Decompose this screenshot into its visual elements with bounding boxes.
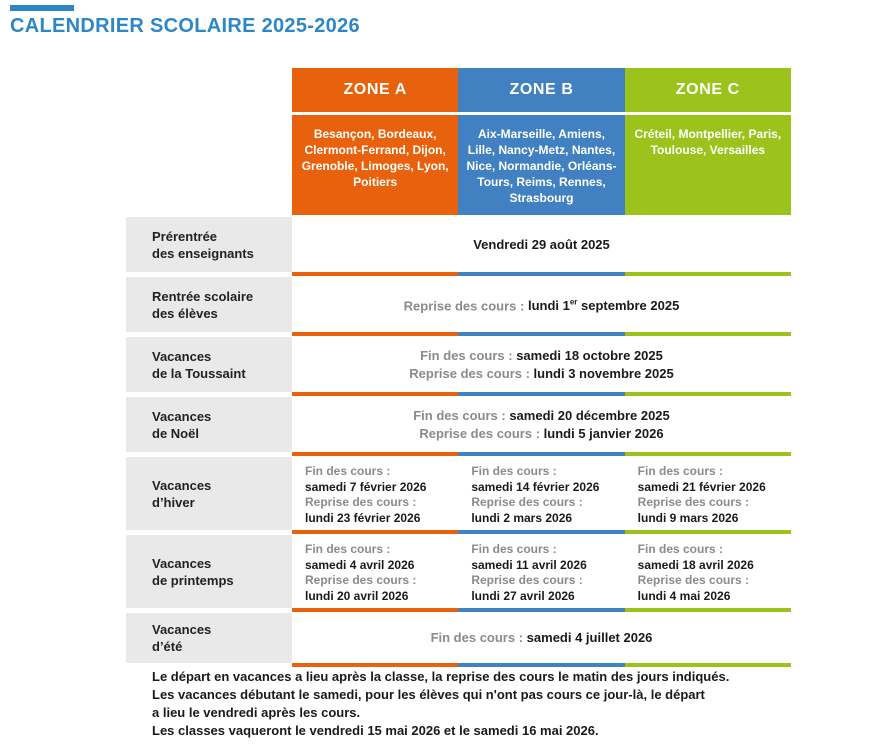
row-label-line: de Noël: [152, 425, 199, 441]
row-printemps-zone-b: Fin des cours : samedi 11 avril 2026 Rep…: [471, 542, 587, 603]
row-noel: Vacances de Noël Fin des cours : samedi …: [126, 397, 791, 456]
row-printemps-label: Vacances de printemps: [126, 535, 292, 608]
row-label-line: d’hiver: [152, 494, 195, 510]
row-label-line: d’été: [152, 639, 183, 654]
reprise-label: Reprise des cours :: [409, 365, 530, 381]
footer-line: Les classes vaqueront le vendredi 15 mai…: [152, 723, 599, 738]
zone-separator-bar: [292, 608, 791, 612]
row-label-line: des enseignants: [152, 245, 254, 261]
row-rentree-content: Reprise des cours : lundi 1er septembre …: [292, 277, 791, 336]
zone-separator-bar: [292, 663, 791, 667]
fin-label: Fin des cours :: [413, 407, 506, 423]
row-toussaint-content: Fin des cours : samedi 18 octobre 2025 R…: [292, 337, 791, 396]
page-title: CALENDRIER SCOLAIRE 2025-2026: [10, 15, 360, 37]
date-value: samedi 20 décembre 2025: [509, 407, 670, 423]
reprise-label: Reprise des cours :: [403, 298, 525, 314]
footer-line: Les vacances débutant le samedi, pour le…: [152, 687, 705, 702]
row-printemps: Vacances de printemps Fin des cours : sa…: [126, 535, 791, 612]
zone-separator-bar: [292, 530, 791, 534]
date-value: lundi 1er septembre 2025: [527, 297, 680, 314]
row-hiver: Vacances d’hiver Fin des cours : samedi …: [126, 457, 791, 534]
footer-line: Le départ en vacances a lieu après la cl…: [152, 669, 730, 684]
row-label-line: Prérentrée: [152, 228, 218, 244]
date-value: lundi 5 janvier 2026: [543, 425, 664, 441]
cities-spacer: [126, 115, 292, 215]
row-prerentree-content: Vendredi 29 août 2025: [292, 217, 791, 276]
fin-label: Fin des cours :: [420, 347, 513, 363]
calendar-table: ZONE A ZONE B ZONE C Besançon, Bordeaux,…: [126, 68, 791, 668]
row-toussaint: Vacances de la Toussaint Fin des cours :…: [126, 337, 791, 396]
zone-c-cities: Créteil, Montpellier, Paris, Toulouse, V…: [624, 115, 791, 215]
row-ete-label: Vacances d’été: [126, 613, 292, 663]
row-toussaint-label: Vacances de la Toussaint: [126, 337, 292, 392]
row-noel-label: Vacances de Noël: [126, 397, 292, 452]
row-ete: Vacances d’été Fin des cours : samedi 4 …: [126, 613, 791, 667]
row-hiver-zone-c: Fin des cours : samedi 21 février 2026 R…: [637, 464, 766, 525]
zone-separator-bar: [292, 272, 791, 276]
zone-separator-bar: [292, 332, 791, 336]
reprise-label: Reprise des cours :: [419, 425, 541, 441]
row-hiver-content: Fin des cours : samedi 7 février 2026 Re…: [292, 457, 791, 534]
row-label-line: Vacances: [152, 348, 212, 364]
date-value: samedi 18 octobre 2025: [516, 347, 663, 363]
row-noel-content: Fin des cours : samedi 20 décembre 2025 …: [292, 397, 791, 456]
header-spacer: [126, 68, 292, 112]
date-value: Vendredi 29 août 2025: [473, 236, 610, 252]
row-rentree-label: Rentrée scolaire des élèves: [126, 277, 292, 332]
row-hiver-zone-b: Fin des cours : samedi 14 février 2026 R…: [471, 464, 600, 525]
row-label-line: Vacances: [152, 477, 212, 493]
row-label-line: Vacances: [152, 408, 212, 424]
zone-a-cities: Besançon, Bordeaux, Clermont-Ferrand, Di…: [292, 115, 459, 215]
row-printemps-zone-c: Fin des cours : samedi 18 avril 2026 Rep…: [637, 542, 754, 603]
zone-a-header: ZONE A: [292, 68, 459, 112]
fin-label: Fin des cours :: [430, 630, 524, 645]
zone-header-row: ZONE A ZONE B ZONE C: [126, 68, 791, 112]
row-label-line: de la Toussaint: [152, 365, 246, 381]
row-rentree: Rentrée scolaire des élèves Reprise des …: [126, 277, 791, 336]
zone-separator-bar: [292, 392, 791, 396]
row-prerentree: Prérentrée des enseignants Vendredi 29 a…: [126, 217, 791, 276]
footer-line: a lieu le vendredi après les cours.: [152, 705, 361, 720]
zone-cities-row: Besançon, Bordeaux, Clermont-Ferrand, Di…: [126, 115, 791, 215]
row-label-line: Vacances: [152, 622, 212, 637]
row-label-line: Rentrée scolaire: [152, 288, 254, 304]
row-label-line: des élèves: [152, 305, 218, 321]
row-prerentree-label: Prérentrée des enseignants: [126, 217, 292, 272]
row-hiver-zone-a: Fin des cours : samedi 7 février 2026 Re…: [305, 464, 427, 525]
title-accent-bar: [10, 5, 74, 11]
zone-c-header: ZONE C: [624, 68, 791, 112]
row-ete-content: Fin des cours : samedi 4 juillet 2026: [292, 613, 791, 667]
zone-b-header: ZONE B: [458, 68, 625, 112]
row-printemps-content: Fin des cours : samedi 4 avril 2026 Repr…: [292, 535, 791, 612]
zone-separator-bar: [292, 452, 791, 456]
row-label-line: Vacances: [152, 555, 212, 571]
date-value: samedi 4 juillet 2026: [526, 630, 653, 645]
footer-notes: Le départ en vacances a lieu après la cl…: [152, 668, 729, 740]
row-label-line: de printemps: [152, 572, 234, 588]
row-printemps-zone-a: Fin des cours : samedi 4 avril 2026 Repr…: [305, 542, 417, 603]
zone-b-cities: Aix-Marseille, Amiens, Lille, Nancy-Metz…: [458, 115, 625, 215]
row-hiver-label: Vacances d’hiver: [126, 457, 292, 530]
date-value: lundi 3 novembre 2025: [533, 365, 674, 381]
